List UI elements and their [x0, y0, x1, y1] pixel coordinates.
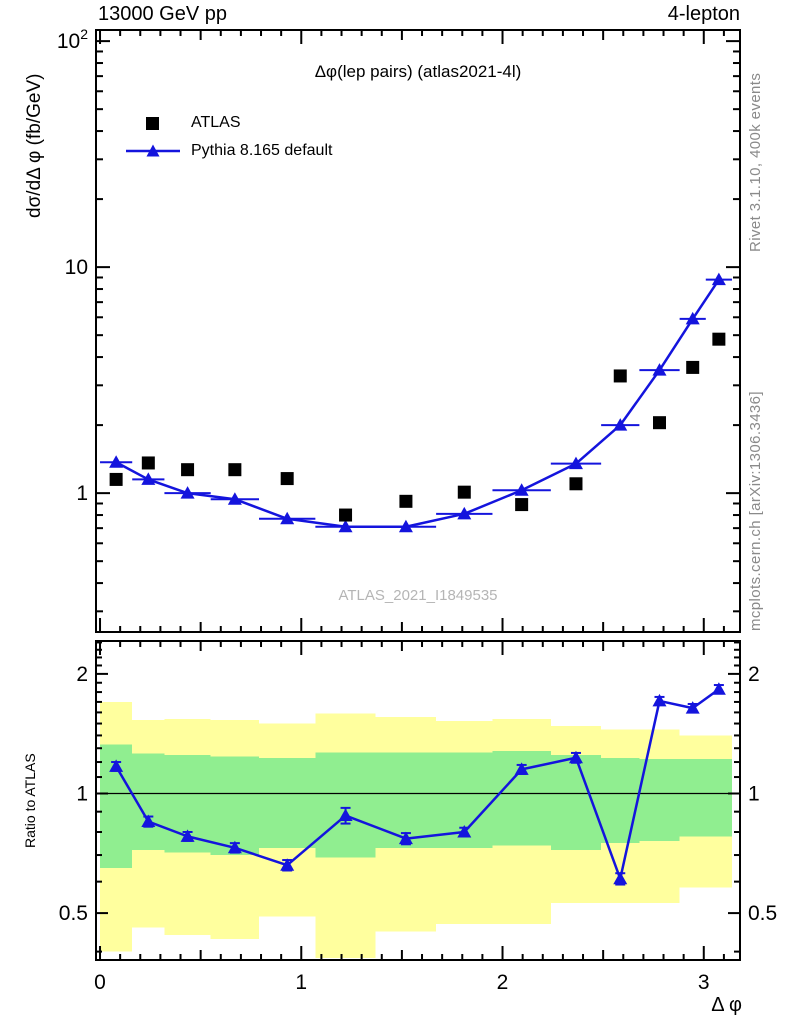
svg-text:1: 1 — [76, 782, 88, 805]
main-y-axis-title: dσ/dΔ φ (fb/GeV) — [24, 73, 45, 218]
ratio-series — [109, 682, 726, 886]
svg-text:102: 102 — [57, 26, 88, 53]
svg-text:3: 3 — [698, 971, 710, 994]
ratio-y-axis-title: Ratio to ATLAS — [22, 753, 38, 848]
rivet-version-note: Rivet 3.1.10, 400k events — [747, 72, 764, 252]
svg-text:0.5: 0.5 — [59, 902, 88, 925]
legend: ATLAS Pythia 8.165 default — [126, 109, 332, 165]
svg-text:0: 0 — [94, 971, 106, 994]
ratio-inner-band — [100, 744, 732, 868]
svg-text:10: 10 — [65, 256, 88, 279]
x-axis-title: Δ φ — [711, 994, 742, 1016]
legend-label: Pythia 8.165 default — [191, 142, 333, 159]
svg-text:1: 1 — [748, 782, 760, 805]
legend-label: ATLAS — [191, 114, 241, 131]
tick-labels: 1 10 102 0.5 0.5 1 1 2 2 0 1 2 3 — [57, 26, 777, 994]
svg-text:1: 1 — [295, 971, 307, 994]
analysis-id-watermark: ATLAS_2021_I1849535 — [338, 587, 498, 604]
legend-item-pythia: Pythia 8.165 default — [126, 137, 332, 165]
legend-item-atlas: ATLAS — [126, 109, 332, 137]
beam-energy-label: 13000 GeV pp — [98, 3, 227, 25]
svg-text:0.5: 0.5 — [748, 902, 777, 925]
pythia-triangle-line-marker-icon — [126, 144, 180, 158]
atlas-square-marker-icon — [126, 116, 180, 130]
ratio-panel-frame — [95, 640, 741, 961]
pythia-series-main — [100, 272, 732, 533]
axis-ticks — [96, 30, 740, 960]
svg-text:2: 2 — [748, 663, 760, 686]
process-tag-label: 4-lepton — [667, 3, 740, 25]
svg-text:2: 2 — [497, 971, 509, 994]
plot-title: Δφ(lep pairs) (atlas2021-4l) — [314, 62, 522, 81]
svg-text:2: 2 — [76, 663, 88, 686]
main-panel-frame — [95, 29, 741, 633]
mcplots-attribution: mcplots.cern.ch [arXiv:1306.3436] — [747, 391, 764, 631]
svg-text:1: 1 — [76, 482, 88, 505]
atlas-series-main — [109, 332, 726, 522]
